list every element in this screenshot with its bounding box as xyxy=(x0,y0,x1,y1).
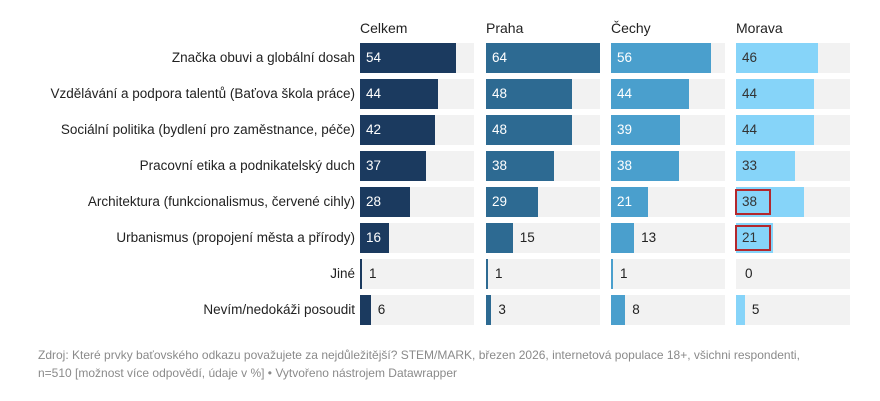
value-label: 1 xyxy=(620,266,628,281)
value-label: 38 xyxy=(617,158,633,173)
bar xyxy=(486,295,492,325)
value-label: 39 xyxy=(617,122,633,137)
value-label: 44 xyxy=(742,86,758,101)
category-label: Jiné xyxy=(330,266,355,281)
value-label: 38 xyxy=(492,158,508,173)
bar xyxy=(611,187,649,217)
bar-background xyxy=(611,259,725,289)
value-label: 1 xyxy=(369,266,377,281)
bar xyxy=(611,151,679,181)
bar xyxy=(360,151,426,181)
value-label: 44 xyxy=(742,122,758,137)
bar-background xyxy=(736,295,850,325)
bar-background xyxy=(611,295,725,325)
category-label: Pracovní etika a podnikatelský duch xyxy=(139,158,355,173)
bar xyxy=(736,115,815,145)
bar-background xyxy=(486,295,600,325)
source-line-2: n=510 [možnost více odpovědí, údaje v %]… xyxy=(38,366,457,380)
value-label: 21 xyxy=(742,230,758,245)
bar-background xyxy=(736,259,850,289)
value-label: 29 xyxy=(492,194,508,209)
bar-background xyxy=(486,259,600,289)
value-label: 6 xyxy=(377,302,386,317)
value-label: 1 xyxy=(495,266,503,281)
bar xyxy=(486,151,554,181)
bar xyxy=(736,223,774,253)
value-label: 42 xyxy=(366,122,382,137)
category-label: Urbanismus (propojení města a přírody) xyxy=(116,230,355,245)
value-label: 64 xyxy=(492,50,508,65)
value-label: 28 xyxy=(366,194,382,209)
bar xyxy=(360,223,389,253)
bar xyxy=(486,43,600,73)
source-line-1: Zdroj: Které prvky baťovského odkazu pov… xyxy=(38,348,800,362)
category-label: Vzdělávání a podpora talentů (Baťova ško… xyxy=(50,86,355,101)
bar-background xyxy=(360,295,474,325)
bar-background xyxy=(360,259,474,289)
bar xyxy=(360,187,410,217)
bar xyxy=(486,223,513,253)
value-label: 44 xyxy=(617,86,633,101)
highlight-box xyxy=(735,189,771,215)
bar xyxy=(486,79,572,109)
bar xyxy=(486,259,488,289)
source-note: Zdroj: Které prvky baťovského odkazu pov… xyxy=(38,346,858,382)
panel-title: Morava xyxy=(736,20,783,36)
highlight-box xyxy=(735,225,771,251)
bar xyxy=(360,259,362,289)
bar xyxy=(611,43,711,73)
category-label: Nevím/nedokáži posoudit xyxy=(203,302,355,317)
value-label: 16 xyxy=(366,230,382,245)
value-label: 48 xyxy=(492,122,508,137)
value-label: 56 xyxy=(617,50,633,65)
value-label: 3 xyxy=(498,302,506,317)
value-label: 48 xyxy=(492,86,508,101)
bar xyxy=(611,79,690,109)
value-label: 0 xyxy=(745,266,753,281)
value-label: 37 xyxy=(366,158,382,173)
bar xyxy=(486,187,538,217)
value-label: 38 xyxy=(742,194,758,209)
value-label: 44 xyxy=(366,86,382,101)
bar xyxy=(486,115,572,145)
bar xyxy=(736,79,815,109)
value-label: 46 xyxy=(742,50,758,65)
panel-title: Celkem xyxy=(360,20,408,36)
panel-title: Praha xyxy=(486,20,524,36)
bar xyxy=(360,295,371,325)
panel-title: Čechy xyxy=(611,20,651,36)
value-label: 13 xyxy=(641,230,657,245)
bar xyxy=(360,115,435,145)
value-label: 33 xyxy=(742,158,758,173)
bar xyxy=(736,151,795,181)
bar xyxy=(611,259,613,289)
value-label: 8 xyxy=(632,302,640,317)
bar xyxy=(611,223,635,253)
category-label: Značka obuvi a globální dosah xyxy=(171,50,355,65)
value-label: 15 xyxy=(519,230,535,245)
category-label: Sociální politika (bydlení pro zaměstnan… xyxy=(60,122,355,137)
value-label: 5 xyxy=(751,302,760,317)
value-label: 21 xyxy=(617,194,633,209)
bar xyxy=(736,295,745,325)
bar xyxy=(611,295,626,325)
bar xyxy=(360,79,439,109)
bar xyxy=(360,43,457,73)
category-label: Architektura (funkcionalismus, červené c… xyxy=(87,194,355,209)
bar xyxy=(736,43,818,73)
value-label: 54 xyxy=(366,50,382,65)
bar xyxy=(611,115,681,145)
